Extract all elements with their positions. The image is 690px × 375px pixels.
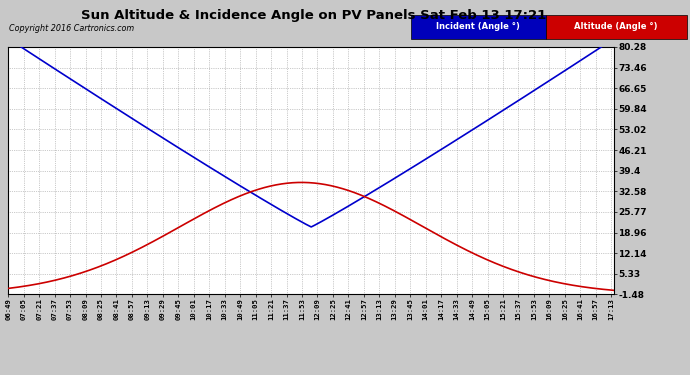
Text: Sun Altitude & Incidence Angle on PV Panels Sat Feb 13 17:21: Sun Altitude & Incidence Angle on PV Pan…	[81, 9, 546, 22]
Text: Copyright 2016 Cartronics.com: Copyright 2016 Cartronics.com	[9, 24, 134, 33]
Text: Incident (Angle °): Incident (Angle °)	[436, 22, 520, 31]
Text: Altitude (Angle °): Altitude (Angle °)	[574, 22, 658, 31]
Bar	[411, 15, 546, 39]
Bar	[546, 15, 687, 39]
